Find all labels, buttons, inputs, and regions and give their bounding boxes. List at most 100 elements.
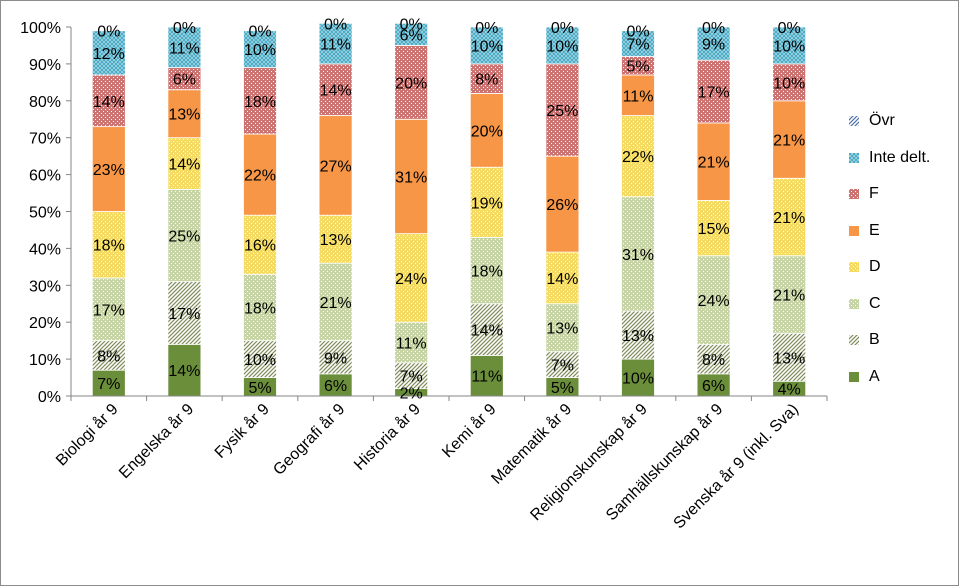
- data-label: 6%: [173, 72, 196, 89]
- bar-segment: [243, 273, 277, 342]
- data-label: 0%: [97, 24, 120, 41]
- x-tick-label: Svenska år 9 (inkl. Sva): [670, 400, 802, 532]
- bar-segment: [167, 188, 202, 283]
- bar-segment: [318, 262, 353, 342]
- data-label: 7%: [551, 358, 574, 375]
- legend-label: F: [869, 185, 879, 202]
- data-label: 23%: [93, 162, 125, 179]
- data-label: 0%: [702, 20, 725, 37]
- x-tick-label: Biologi år 9: [52, 400, 121, 469]
- data-label: 31%: [395, 169, 427, 186]
- data-label: 7%: [400, 369, 423, 386]
- bar-segment: [469, 236, 504, 305]
- bar-segment: [545, 155, 580, 253]
- data-label: 10%: [622, 371, 654, 388]
- data-label: 21%: [320, 295, 352, 312]
- legend-item: Inte delt.: [849, 148, 930, 168]
- data-label: 9%: [324, 350, 347, 367]
- bar-segment: [696, 26, 731, 61]
- legend-swatch: [849, 262, 859, 272]
- data-label: 13%: [773, 350, 805, 367]
- bar-segment: [243, 214, 277, 275]
- bar-segment: [696, 200, 731, 257]
- data-label: 11%: [623, 88, 654, 105]
- bar-segment: [696, 122, 731, 201]
- data-label: 14%: [471, 323, 503, 340]
- bar-segment: [545, 351, 580, 378]
- data-label: 5%: [626, 59, 649, 76]
- bar-segment: [469, 166, 504, 238]
- bar-segment: [394, 321, 429, 364]
- data-label: 21%: [773, 133, 805, 150]
- data-label: 0%: [324, 16, 347, 33]
- data-label: 13%: [168, 107, 200, 124]
- data-label: 16%: [244, 238, 276, 255]
- bar-segment: [167, 89, 202, 139]
- legend-label: Övr: [869, 112, 895, 129]
- data-label: 0%: [778, 20, 801, 37]
- y-tick-label: 70%: [29, 131, 61, 148]
- data-label: 31%: [622, 247, 654, 264]
- legend-label: D: [869, 258, 881, 275]
- legend-item: A: [849, 367, 880, 387]
- bar-segment: [318, 214, 353, 264]
- legend-item: Övr: [849, 111, 895, 131]
- bar-segment: [394, 118, 429, 235]
- data-label: 6%: [400, 27, 423, 44]
- bar-segment: [394, 22, 429, 46]
- data-label: 11%: [396, 335, 427, 352]
- bar-segment: [621, 74, 655, 116]
- data-label: 13%: [622, 328, 654, 345]
- bar-segment: [318, 63, 353, 116]
- bar-segment: [545, 26, 580, 65]
- data-label: 4%: [778, 382, 801, 399]
- data-label: 13%: [320, 232, 352, 249]
- data-label: 6%: [324, 378, 347, 395]
- bar-segment: [469, 303, 504, 356]
- data-label: 21%: [698, 155, 730, 172]
- bar-segment: [772, 177, 807, 257]
- bar-segment: [318, 115, 353, 216]
- bar-segment: [243, 340, 277, 378]
- data-label: 14%: [546, 271, 578, 288]
- data-label: 10%: [546, 38, 578, 55]
- bar-segment: [772, 63, 807, 102]
- bar-segment: [91, 369, 126, 397]
- data-label: 25%: [168, 228, 200, 245]
- data-label: 0%: [475, 20, 498, 37]
- data-label: 21%: [773, 210, 805, 227]
- y-tick-label: 50%: [29, 205, 61, 222]
- data-label: 22%: [622, 149, 654, 166]
- data-label: 11%: [471, 369, 502, 386]
- data-label: 17%: [698, 85, 730, 102]
- bar-segment: [91, 340, 126, 371]
- legend-label: E: [869, 221, 880, 239]
- data-label: 6%: [702, 378, 725, 395]
- bar-segment: [318, 340, 353, 375]
- bar-segment: [91, 211, 126, 279]
- legend-swatch: [849, 371, 859, 382]
- legend-item: B: [849, 330, 880, 350]
- legend-item: D: [849, 257, 881, 277]
- data-label: 13%: [546, 321, 578, 338]
- legend-swatch: [849, 152, 859, 163]
- data-label: 18%: [471, 264, 503, 281]
- y-tick-label: 90%: [29, 57, 61, 74]
- bar-segment: [621, 310, 655, 360]
- bar-segment: [91, 30, 126, 76]
- x-tick-label: Historia år 9: [350, 400, 424, 474]
- data-label: 10%: [773, 75, 805, 92]
- bar-segment: [469, 93, 504, 168]
- bar-segment: [167, 26, 202, 68]
- data-label: 8%: [475, 72, 498, 89]
- data-label: 15%: [698, 221, 730, 238]
- bar-segment: [167, 137, 202, 190]
- data-label: 10%: [244, 42, 276, 59]
- legend-label: Inte delt.: [869, 148, 931, 166]
- data-label: 20%: [471, 123, 503, 140]
- bar-segment: [772, 332, 807, 382]
- y-tick-label: 10%: [29, 352, 61, 369]
- bar-segment: [545, 63, 580, 157]
- bar-segment: [621, 30, 655, 57]
